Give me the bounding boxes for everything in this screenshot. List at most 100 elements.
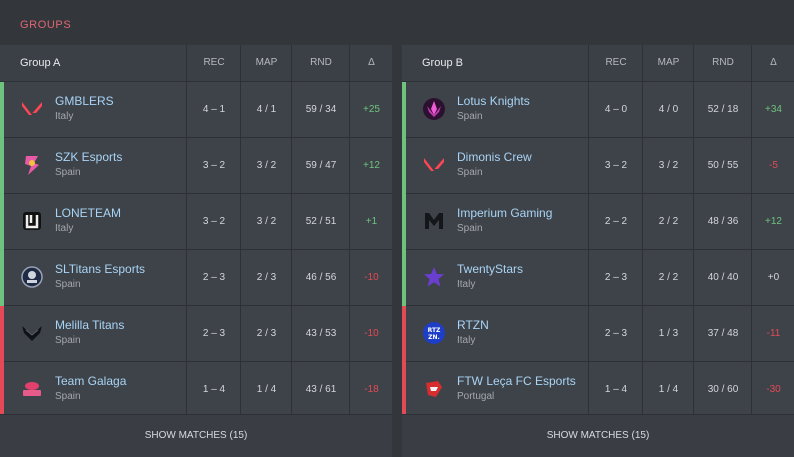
team-country: Spain bbox=[55, 167, 81, 178]
status-bar bbox=[0, 306, 4, 362]
rtzn-logo-icon: RTZ ZN. bbox=[422, 321, 446, 345]
column-header-rec[interactable]: REC bbox=[186, 45, 241, 81]
status-bar bbox=[402, 138, 406, 194]
column-header-map[interactable]: MAP bbox=[642, 45, 694, 81]
map-value: 3 / 2 bbox=[240, 138, 292, 193]
team-name[interactable]: SZK Esports bbox=[55, 150, 123, 164]
galaga-logo-icon bbox=[20, 377, 44, 401]
map-value: 1 / 3 bbox=[642, 306, 694, 361]
melilla-logo-icon bbox=[20, 321, 44, 345]
team-name[interactable]: Team Galaga bbox=[55, 374, 127, 388]
status-bar bbox=[0, 194, 4, 250]
star-logo-icon bbox=[422, 265, 446, 289]
record-value: 2 – 3 bbox=[588, 250, 643, 305]
status-bar bbox=[0, 82, 4, 138]
map-value: 3 / 2 bbox=[240, 194, 292, 249]
team-name[interactable]: SLTitans Esports bbox=[55, 262, 146, 276]
team-country: Spain bbox=[55, 391, 81, 402]
loneteam-logo-icon bbox=[20, 209, 44, 233]
team-name[interactable]: Dimonis Crew bbox=[457, 150, 532, 164]
rounds-value: 43 / 53 bbox=[291, 306, 350, 361]
record-value: 2 – 3 bbox=[186, 306, 241, 361]
map-value: 1 / 4 bbox=[642, 362, 694, 417]
team-name[interactable]: Melilla Titans bbox=[55, 318, 125, 332]
show-matches-button[interactable]: SHOW MATCHES (15) bbox=[0, 414, 392, 457]
valorant-icon bbox=[422, 153, 446, 177]
status-bar bbox=[402, 82, 406, 138]
delta-value: +25 bbox=[349, 82, 393, 137]
szk-logo-icon bbox=[20, 153, 44, 177]
status-bar bbox=[0, 250, 4, 306]
column-header-rec[interactable]: REC bbox=[588, 45, 643, 81]
column-header-delta[interactable]: Δ bbox=[349, 45, 393, 81]
rounds-value: 37 / 48 bbox=[693, 306, 752, 361]
status-bar bbox=[402, 362, 406, 418]
rounds-value: 43 / 61 bbox=[291, 362, 350, 417]
column-header-map[interactable]: MAP bbox=[240, 45, 292, 81]
rounds-value: 52 / 18 bbox=[693, 82, 752, 137]
team-name[interactable]: Lotus Knights bbox=[457, 94, 530, 108]
record-value: 3 – 2 bbox=[588, 138, 643, 193]
valorant-icon bbox=[20, 97, 44, 121]
team-name[interactable]: RTZN bbox=[457, 318, 489, 332]
team-country: Italy bbox=[457, 335, 476, 346]
team-country: Spain bbox=[55, 335, 81, 346]
status-bar bbox=[402, 306, 406, 362]
group-header: Group B REC MAP RND Δ bbox=[402, 45, 794, 82]
record-value: 1 – 4 bbox=[588, 362, 643, 417]
rounds-value: 50 / 55 bbox=[693, 138, 752, 193]
show-matches-button[interactable]: SHOW MATCHES (15) bbox=[402, 414, 794, 457]
team-name[interactable]: Imperium Gaming bbox=[457, 206, 553, 220]
team-name[interactable]: FTW Leça FC Esports bbox=[457, 374, 576, 388]
delta-value: -10 bbox=[349, 306, 393, 361]
delta-value: +1 bbox=[349, 194, 393, 249]
lotus-logo-icon bbox=[422, 97, 446, 121]
column-header-delta[interactable]: Δ bbox=[751, 45, 794, 81]
column-header-rnd[interactable]: RND bbox=[291, 45, 350, 81]
record-value: 2 – 3 bbox=[186, 250, 241, 305]
group-a-table: Group A REC MAP RND Δ GMBLERS Italy 4 – 1 4… bbox=[0, 45, 392, 457]
status-bar bbox=[402, 194, 406, 250]
status-bar bbox=[0, 138, 4, 194]
record-value: 1 – 4 bbox=[186, 362, 241, 417]
rounds-value: 52 / 51 bbox=[291, 194, 350, 249]
delta-value: -10 bbox=[349, 250, 393, 305]
team-country: Spain bbox=[457, 223, 483, 234]
svg-text:RTZ: RTZ bbox=[428, 327, 441, 334]
map-value: 4 / 0 bbox=[642, 82, 694, 137]
team-name[interactable]: GMBLERS bbox=[55, 94, 114, 108]
record-value: 2 – 2 bbox=[588, 194, 643, 249]
status-bar bbox=[402, 250, 406, 306]
rounds-value: 48 / 36 bbox=[693, 194, 752, 249]
team-country: Spain bbox=[55, 279, 81, 290]
record-value: 4 – 1 bbox=[186, 82, 241, 137]
group-header: Group A REC MAP RND Δ bbox=[0, 45, 392, 82]
group-name: Group B bbox=[422, 57, 463, 69]
rounds-value: 30 / 60 bbox=[693, 362, 752, 417]
team-name[interactable]: TwentyStars bbox=[457, 262, 524, 276]
delta-value: +0 bbox=[751, 250, 794, 305]
rounds-value: 40 / 40 bbox=[693, 250, 752, 305]
team-country: Italy bbox=[55, 111, 74, 122]
team-country: Spain bbox=[457, 167, 483, 178]
delta-value: +12 bbox=[751, 194, 794, 249]
column-header-rnd[interactable]: RND bbox=[693, 45, 752, 81]
group-b-table: Group B REC MAP RND Δ Lotus Knights Spain… bbox=[402, 45, 794, 457]
team-name[interactable]: LONETEAM bbox=[55, 206, 122, 220]
group-name: Group A bbox=[20, 57, 61, 69]
team-country: Portugal bbox=[457, 391, 495, 402]
map-value: 2 / 2 bbox=[642, 194, 694, 249]
ftw-logo-icon bbox=[422, 377, 446, 401]
